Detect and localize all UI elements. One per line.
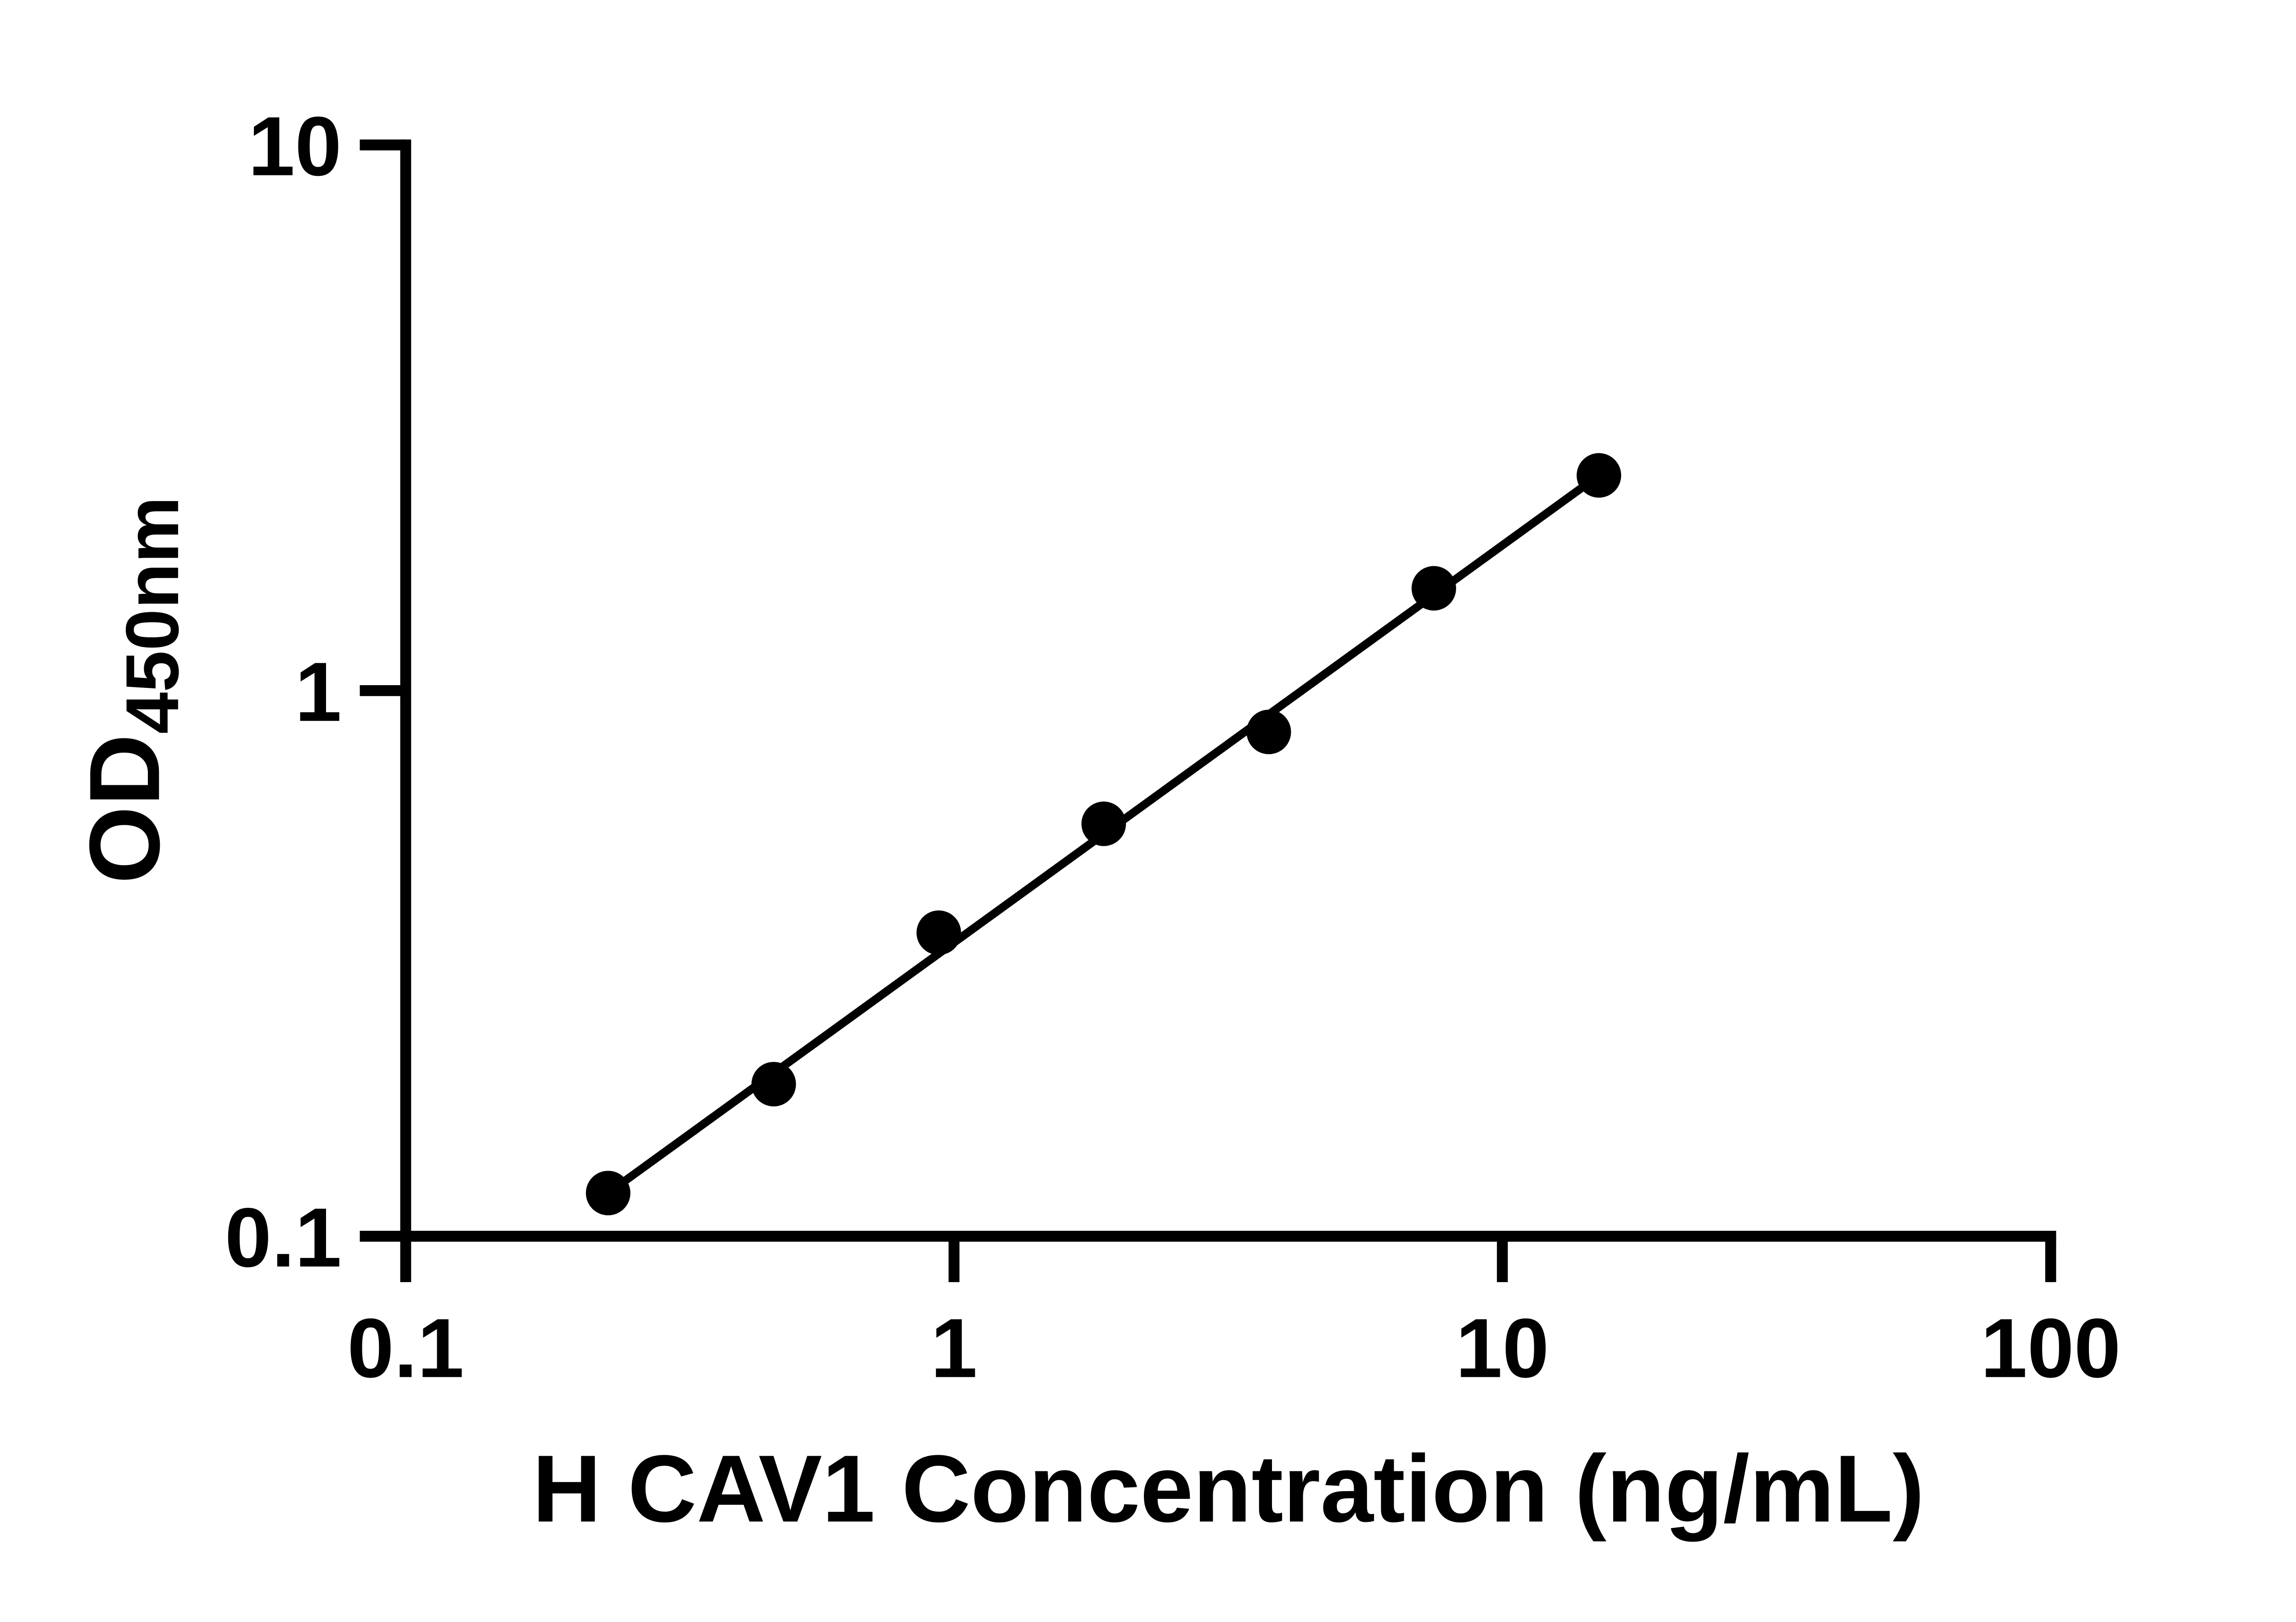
- y-axis-title-main: OD: [69, 734, 180, 884]
- x-axis-title: H CAV1 Concentration (ng/mL): [532, 1436, 1925, 1542]
- y-axis-title-subscript: 450nm: [110, 496, 194, 734]
- tick-label-layer: 0.1 1 10 100 0.1 1 10: [225, 99, 2121, 1395]
- y-tick-label-1: 1: [295, 645, 342, 739]
- x-tick-label-10: 10: [1456, 1301, 1549, 1395]
- data-series-layer: [585, 453, 1621, 1216]
- axes-layer: [360, 139, 2056, 1282]
- chart-background: [0, 8, 2296, 1614]
- x-tick-label-100: 100: [1981, 1301, 2121, 1395]
- x-tick-label-0.1: 0.1: [347, 1301, 464, 1395]
- y-tick-label-10: 10: [248, 99, 342, 193]
- data-point-2: [916, 910, 961, 955]
- data-point-1: [751, 1062, 796, 1107]
- y-axis-title: OD450nm: [69, 496, 194, 884]
- y-tick-label-0.1: 0.1: [225, 1190, 342, 1284]
- data-point-5: [1411, 566, 1456, 611]
- data-point-3: [1081, 801, 1126, 846]
- data-point-4: [1246, 710, 1291, 755]
- x-tick-label-1: 1: [931, 1301, 978, 1395]
- data-point-6: [1576, 453, 1621, 498]
- data-point-0: [585, 1171, 630, 1216]
